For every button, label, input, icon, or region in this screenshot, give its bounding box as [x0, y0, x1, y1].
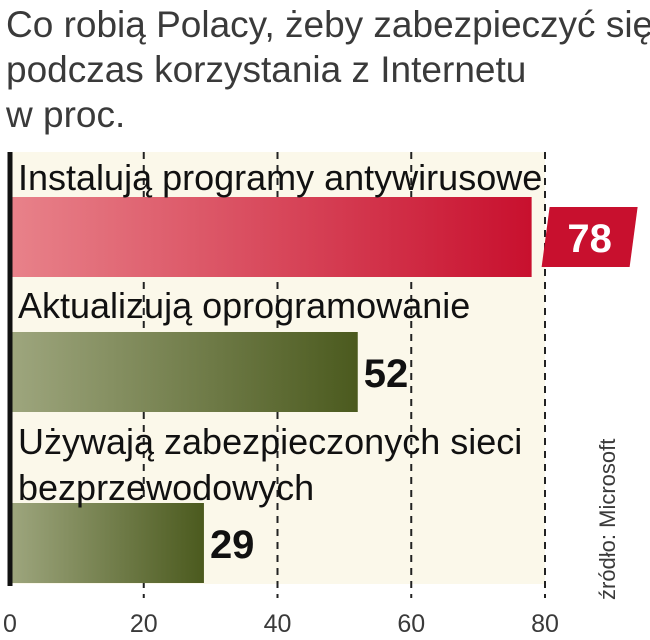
x-tick-label: 80: [531, 610, 559, 638]
category-label: Aktualizują oprogramowanie: [18, 285, 470, 326]
x-tick-label: 0: [3, 610, 17, 638]
chart-title-line-3: w proc.: [6, 94, 126, 135]
value-labels: 78 52 29: [210, 207, 638, 567]
x-tick-labels: 0 20 40 60 80: [3, 610, 559, 638]
bar: [10, 503, 204, 583]
category-label: bezprzewodowych: [18, 467, 314, 508]
value-label: 29: [210, 523, 255, 567]
bar: [10, 197, 532, 277]
chart-title-line-2: podczas korzystania z Internetu: [6, 49, 527, 90]
value-label: 52: [364, 352, 409, 396]
category-label: Używają zabezpieczonych sieci: [18, 421, 522, 462]
bars: [10, 197, 532, 583]
chart-title-line-1: Co robią Polacy, żeby zabezpieczyć się: [6, 4, 650, 45]
chart-title: Co robią Polacy, żeby zabezpieczyć się p…: [6, 2, 650, 137]
category-labels: Instalują programy antywirusowe Aktualizu…: [18, 157, 542, 508]
x-tick-label: 40: [264, 610, 292, 638]
x-tick-label: 20: [130, 610, 158, 638]
source-label: źródło: Microsoft: [595, 439, 620, 600]
bar: [10, 332, 358, 412]
category-label: Instalują programy antywirusowe: [18, 157, 542, 198]
x-tick-label: 60: [397, 610, 425, 638]
value-label: 78: [567, 217, 612, 261]
highlight-badge: [541, 207, 638, 267]
